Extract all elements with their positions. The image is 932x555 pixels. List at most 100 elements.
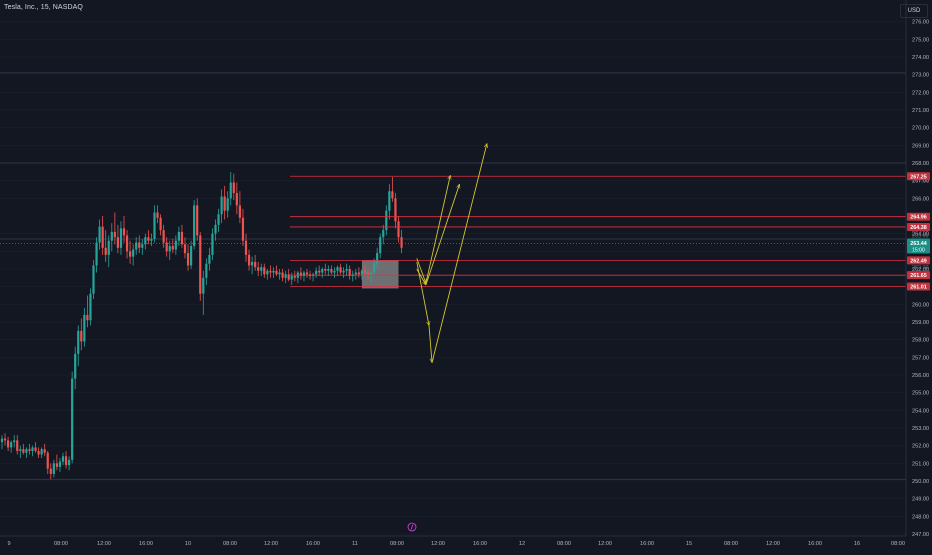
candle-body-1 (3, 438, 7, 441)
candle-body-96 (293, 276, 296, 278)
candle-body-40 (122, 228, 126, 236)
price-tick-label-22: 269.00 (912, 143, 929, 149)
candle-body-84 (257, 267, 260, 271)
candle-body-27 (83, 314, 86, 342)
candle-body-91 (278, 272, 281, 275)
candle-body-39 (119, 228, 123, 248)
candle-body-13 (40, 449, 43, 455)
level-badge-4-text: 261.65 (910, 273, 927, 279)
candle-body-72 (220, 196, 223, 215)
candle-body-107 (327, 269, 330, 271)
candle-body-112 (342, 270, 345, 273)
candle-body-99 (302, 272, 306, 277)
candle-body-129 (394, 198, 397, 222)
time-tick-label-0: 9 (7, 541, 10, 547)
candle-body-31 (95, 242, 98, 266)
candle-body-120 (366, 272, 370, 277)
hidden-level-label-1: 264.20 (912, 228, 929, 234)
projection-lower-path-seg-1 (428, 325, 432, 363)
candle-body-62 (190, 246, 193, 266)
hidden-level-label-2: 262.10 (912, 265, 929, 271)
price-tick-label-3: 250.00 (912, 479, 929, 485)
candle-body-9 (28, 449, 31, 451)
candle-body-106 (324, 269, 327, 271)
time-tick-label-2: 12:00 (97, 541, 111, 547)
projection-upper-path-seg-1 (425, 175, 450, 284)
time-tick-label-19: 16:00 (808, 541, 822, 547)
currency-button[interactable]: USD (900, 4, 928, 18)
time-tick-label-17: 08:00 (724, 541, 738, 547)
candle-body-100 (305, 272, 309, 275)
projection-mid-path-seg-1 (425, 184, 460, 286)
level-badge-2-text: 264.38 (910, 225, 927, 231)
time-tick-label-6: 12:00 (264, 541, 278, 547)
candle-body-69 (211, 233, 214, 255)
time-tick-label-4: 10 (185, 541, 191, 547)
candle-body-28 (86, 314, 89, 321)
candle-body-21 (64, 456, 68, 466)
price-level-lines (0, 175, 906, 287)
symbol-title[interactable]: Tesla, Inc., 15, NASDAQ (4, 4, 83, 11)
candle-body-74 (226, 198, 229, 211)
reference-lines (0, 72, 906, 480)
price-tick-label-25: 272.00 (912, 90, 929, 96)
candle-body-116 (354, 272, 357, 275)
candle-body-126 (385, 210, 388, 231)
candle-body-78 (238, 205, 241, 218)
candle-body-124 (379, 237, 382, 254)
candles (0, 171, 403, 480)
current-price-badge-bg (907, 238, 930, 254)
candle-body-6 (19, 449, 22, 451)
price-tick-label-11: 258.00 (912, 338, 929, 344)
candle-body-3 (10, 442, 13, 448)
candle-body-80 (244, 240, 248, 255)
candle-body-88 (269, 270, 272, 273)
candle-body-4 (13, 440, 16, 443)
level-badge-0-bg (907, 172, 930, 181)
candle-body-87 (266, 270, 269, 275)
time-tick-label-1: 08:00 (54, 541, 68, 547)
time-tick-label-16: 15 (686, 541, 692, 547)
candle-body-55 (168, 246, 171, 252)
time-tick-label-21: 08:00 (891, 541, 905, 547)
candle-body-60 (183, 244, 187, 254)
hidden-level-label-0: 267.05 (912, 178, 929, 184)
candle-body-11 (34, 447, 37, 451)
price-tick-label-4: 251.00 (912, 461, 929, 467)
projection-arrows (416, 144, 487, 363)
price-axis[interactable]: 247.00 248.00 249.00 250.00 251.00 252.00 253.… (905, 0, 929, 538)
price-tick-label-10: 257.00 (912, 355, 929, 361)
candle-body-56 (171, 246, 174, 250)
candle-body-59 (180, 231, 184, 245)
candle-body-47 (144, 237, 147, 245)
candle-body-48 (147, 237, 150, 241)
candle-body-17 (52, 463, 55, 474)
candle-body-67 (205, 263, 208, 278)
time-tick-label-11: 16:00 (473, 541, 487, 547)
candle-body-125 (382, 230, 385, 238)
candle-body-113 (345, 269, 348, 271)
time-tick-label-9: 08:00 (390, 541, 404, 547)
candle-body-42 (129, 251, 132, 257)
candle-body-110 (336, 267, 339, 271)
candle-body-19 (58, 461, 62, 467)
candle-body-103 (315, 270, 318, 275)
candle-body-131 (400, 237, 403, 248)
candle-body-114 (348, 269, 351, 277)
candle-body-128 (391, 191, 394, 199)
candle-body-68 (208, 254, 211, 264)
price-tick-label-21: 268.00 (912, 161, 929, 167)
time-axis[interactable]: 9 08:00 12:00 16:00 10 08:00 12:00 16:00 11 08:00… (0, 522, 906, 547)
current-price-countdown-text: 15:00 (912, 248, 925, 254)
event-marker-icon (407, 522, 417, 532)
candle-body-85 (260, 267, 263, 271)
candle-body-94 (287, 274, 290, 280)
time-tick-label-3: 16:00 (139, 541, 153, 547)
time-tick-label-15: 16:00 (640, 541, 654, 547)
time-tick-label-12: 12 (519, 541, 525, 547)
price-tick-label-2: 249.00 (912, 497, 929, 503)
candle-body-121 (369, 272, 373, 277)
projection-lower-path-seg-2 (431, 144, 487, 363)
